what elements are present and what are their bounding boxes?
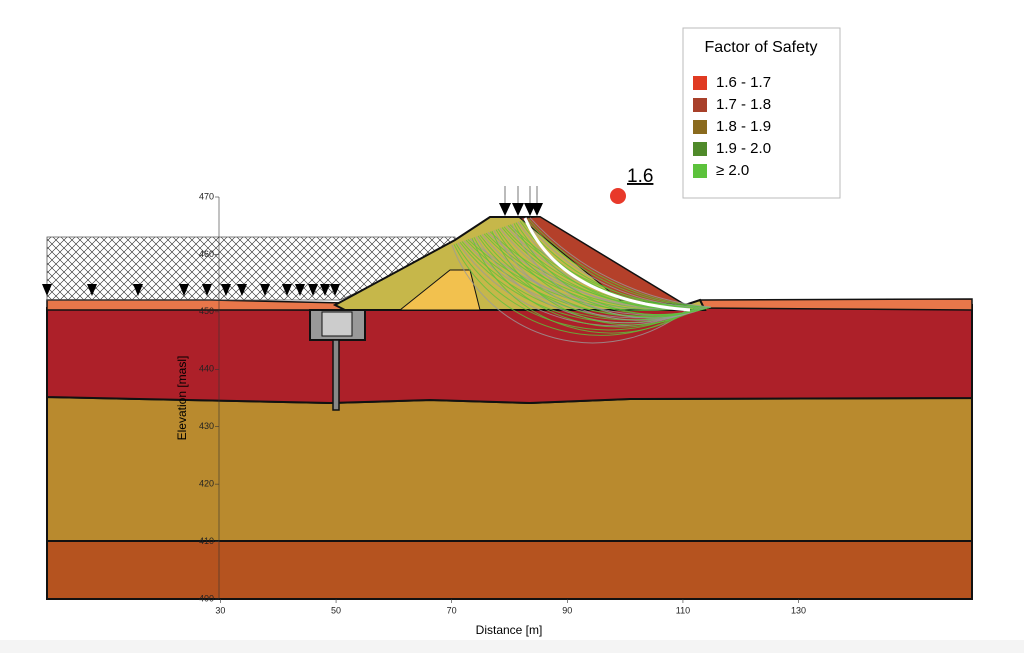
legend-box xyxy=(682,27,841,199)
slip-arc xyxy=(471,237,697,334)
legend-label: 1.6 - 1.7 xyxy=(716,74,771,91)
y-tick-label: 470 xyxy=(199,191,214,201)
section xyxy=(46,216,973,600)
legend-label: 1.7 - 1.8 xyxy=(716,96,771,113)
load-arrow xyxy=(512,203,524,216)
x-tick-label: 130 xyxy=(791,605,806,615)
legend-label: 1.8 - 1.9 xyxy=(716,118,771,135)
y-axis-label: Elevation [masl] xyxy=(175,356,189,441)
load-arrow xyxy=(221,284,231,296)
x-tick-label: 110 xyxy=(676,605,690,615)
footer-strip xyxy=(0,640,1024,653)
slip-arc xyxy=(495,229,709,318)
critical-slip-surface xyxy=(523,217,691,312)
slip-arc xyxy=(483,233,691,310)
x-tick-label: 70 xyxy=(447,605,457,615)
y-tick-label: 400 xyxy=(199,593,214,603)
slip-arc xyxy=(527,218,709,308)
load-arrow xyxy=(237,284,247,296)
legend-label: 1.9 - 2.0 xyxy=(716,140,771,157)
legend-swatch xyxy=(693,142,707,156)
load-arrow xyxy=(295,284,305,296)
load-arrow xyxy=(179,284,189,296)
load-arrow xyxy=(133,284,143,296)
y-tick-label: 420 xyxy=(199,479,214,489)
x-axis-label: Distance [m] xyxy=(476,623,543,637)
load-arrow xyxy=(308,284,318,296)
load-arrow xyxy=(320,284,330,296)
load-arrow xyxy=(87,284,97,296)
critical-fos-label: 1.6 xyxy=(627,166,653,187)
load-arrow xyxy=(260,284,270,296)
legend-label: ≥ 2.0 xyxy=(716,162,749,179)
load-arrow xyxy=(282,284,292,296)
load-arrow xyxy=(330,284,340,296)
load-arrow xyxy=(499,203,511,216)
legend-title: Factor of Safety xyxy=(705,39,818,56)
legend-swatch xyxy=(693,76,707,90)
slip-arc xyxy=(453,244,694,336)
loads xyxy=(42,186,543,296)
legend-swatch xyxy=(693,98,707,112)
y-tick-label: 450 xyxy=(199,306,214,316)
x-tick-label: 50 xyxy=(331,605,341,615)
y-tick-label: 440 xyxy=(199,364,214,374)
slip-arc xyxy=(491,230,703,326)
load-arrow xyxy=(531,203,543,216)
slip-arc xyxy=(513,223,712,316)
y-tick-label: 430 xyxy=(199,421,214,431)
slip-arc xyxy=(511,223,709,319)
y-tick-label: 410 xyxy=(199,536,214,546)
load-arrow xyxy=(42,284,52,296)
x-tick-label: 90 xyxy=(562,605,572,615)
legend-swatch xyxy=(693,164,707,178)
slip-arc xyxy=(525,218,706,308)
legend-swatch xyxy=(693,120,707,134)
critical-marker xyxy=(610,188,626,204)
slip-arc xyxy=(523,219,703,308)
load-arrow xyxy=(202,284,212,296)
y-tick-label: 460 xyxy=(199,249,214,259)
slip-arc xyxy=(451,244,691,344)
x-tick-label: 30 xyxy=(215,605,225,615)
slip-arc xyxy=(521,220,700,308)
slip-arc xyxy=(529,217,712,308)
